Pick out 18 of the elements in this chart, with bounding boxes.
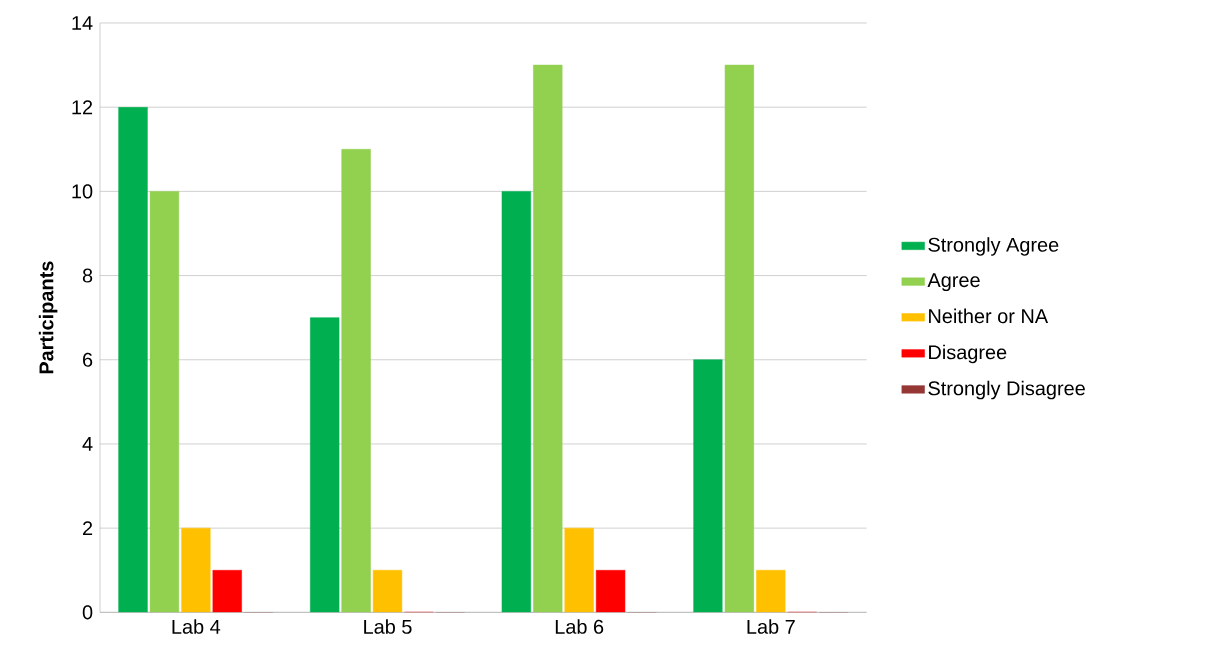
legend-label: Strongly Agree xyxy=(928,237,1059,256)
y-tick-label: 4 xyxy=(82,437,93,451)
x-tick-label: Lab 6 xyxy=(555,619,604,634)
y-axis-title: Participants xyxy=(38,261,58,374)
y-tick-label: 2 xyxy=(83,521,93,536)
x-tick-label: Lab 7 xyxy=(747,619,795,634)
x-tick-label: Lab 4 xyxy=(172,619,221,634)
y-tick-label: 6 xyxy=(83,352,93,367)
y-tick-label: 8 xyxy=(82,268,93,283)
legend-label: Strongly Disagree xyxy=(928,380,1085,400)
y-tick-label: 10 xyxy=(72,184,93,199)
y-tick-label: 12 xyxy=(72,100,93,115)
legend-label: Agree xyxy=(927,273,980,292)
legend-label: Neither or NA xyxy=(929,308,1049,324)
legend-label: Disagree xyxy=(929,344,1007,364)
x-tick-label: Lab 5 xyxy=(364,619,412,634)
y-tick-label: 0 xyxy=(82,605,93,620)
y-tick-label: 14 xyxy=(72,16,93,30)
